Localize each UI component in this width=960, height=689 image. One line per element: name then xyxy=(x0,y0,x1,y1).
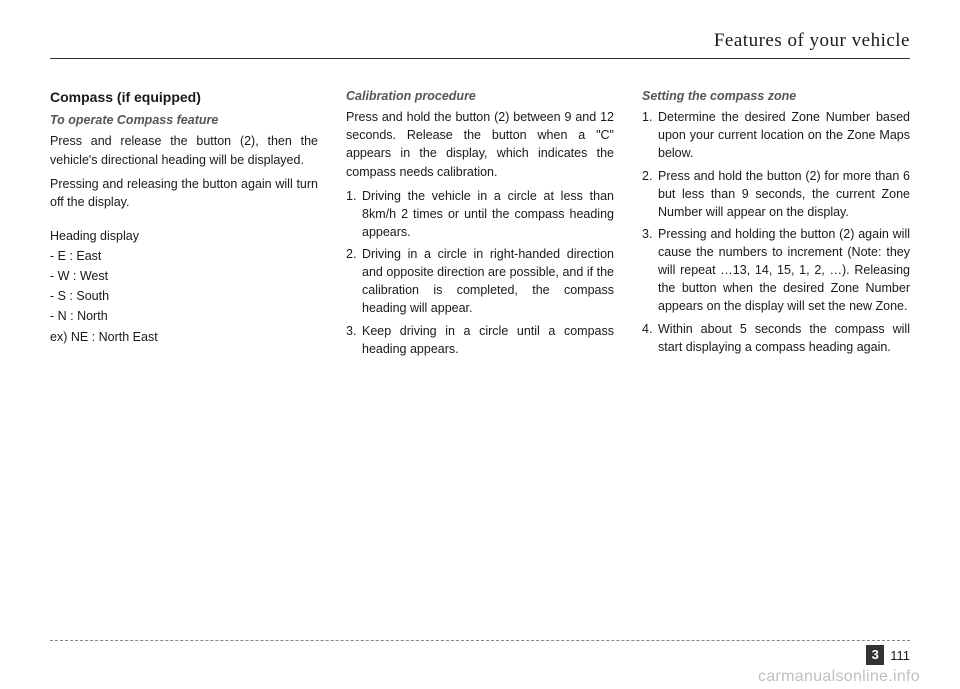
compass-title: Compass (if equipped) xyxy=(50,87,318,107)
zone-item-1: 1.Determine the desired Zone Number base… xyxy=(642,108,910,162)
content-columns: Compass (if equipped) To operate Compass… xyxy=(50,87,910,362)
zone-subtitle: Setting the compass zone xyxy=(642,87,910,105)
page-number-value: 111 xyxy=(890,648,910,663)
column-1: Compass (if equipped) To operate Compass… xyxy=(50,87,318,362)
dir-south: - S : South xyxy=(50,287,318,305)
dir-east: - E : East xyxy=(50,247,318,265)
heading-display-label: Heading display xyxy=(50,227,318,245)
cal-item-2: 2.Driving in a circle in right-handed di… xyxy=(346,245,614,318)
footer-divider xyxy=(50,640,910,641)
chapter-number: 3 xyxy=(866,645,884,665)
column-3: Setting the compass zone 1.Determine the… xyxy=(642,87,910,362)
dir-north: - N : North xyxy=(50,307,318,325)
calibration-list: 1.Driving the vehicle in a circle at les… xyxy=(346,187,614,358)
para-calibration: Press and hold the button (2) between 9 … xyxy=(346,108,614,181)
para-operate-2: Pressing and releasing the button again … xyxy=(50,175,318,211)
operate-subtitle: To operate Compass feature xyxy=(50,111,318,129)
calibration-subtitle: Calibration procedure xyxy=(346,87,614,105)
dir-example: ex) NE : North East xyxy=(50,328,318,346)
zone-item-2: 2.Press and hold the button (2) for more… xyxy=(642,167,910,221)
section-header: Features of your vehicle xyxy=(50,30,910,59)
cal-item-1: 1.Driving the vehicle in a circle at les… xyxy=(346,187,614,241)
page-number: 3 111 xyxy=(866,645,910,665)
para-operate-1: Press and release the button (2), then t… xyxy=(50,132,318,168)
dir-west: - W : West xyxy=(50,267,318,285)
cal-item-3: 3.Keep driving in a circle until a compa… xyxy=(346,322,614,358)
zone-item-4: 4.Within about 5 seconds the compass wil… xyxy=(642,320,910,356)
zone-list: 1.Determine the desired Zone Number base… xyxy=(642,108,910,356)
zone-item-3: 3.Pressing and holding the button (2) ag… xyxy=(642,225,910,316)
column-2: Calibration procedure Press and hold the… xyxy=(346,87,614,362)
watermark: carmanualsonline.info xyxy=(758,668,920,686)
